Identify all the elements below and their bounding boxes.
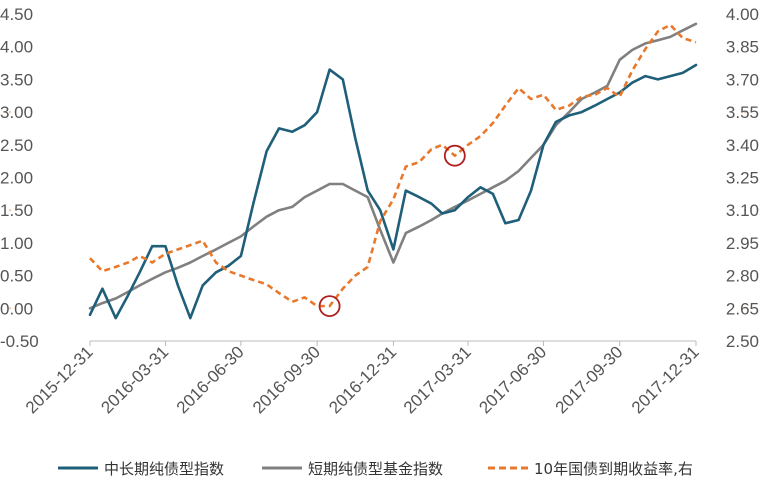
y-left-tick-label-1: 4.00 xyxy=(0,38,33,57)
x-tick-label-2: 2016-06-30 xyxy=(173,342,248,417)
y-axis-right: 4.00 3.85 3.70 3.55 3.40 3.25 3.10 2.95 2.80 2.65… xyxy=(726,5,759,351)
y-left-tick-label-9: 0.00 xyxy=(0,299,33,318)
y-left-tick-label-8: 0.50 xyxy=(0,267,33,286)
legend-label-long: 中长期纯债型指数 xyxy=(104,460,224,478)
y-right-tick-label-10: 2.50 xyxy=(726,332,759,351)
y-right-tick-label-8: 2.80 xyxy=(726,267,759,286)
x-tick-label-7: 2017-09-30 xyxy=(552,342,627,417)
y-left-tick-label-3: 3.00 xyxy=(0,103,33,122)
series-10y-treasury-yield xyxy=(89,23,697,308)
y-axis-left: 4.50 4.00 3.50 3.00 2.50 2.00 1.50 1.00 0.50 0.00… xyxy=(0,5,39,351)
y-right-tick-label-9: 2.65 xyxy=(726,299,759,318)
background-dot-1-0 xyxy=(8,209,12,212)
background-dot-2-0 xyxy=(8,110,12,114)
annotation-circle-1 xyxy=(443,144,466,167)
y-right-tick-label-3: 3.55 xyxy=(726,103,759,122)
x-axis-labels: 2015-12-31 2016-03-31 2016-06-30 2016-09-30… xyxy=(22,342,703,417)
y-left-tick-label-2: 3.50 xyxy=(0,70,33,89)
y-left-tick-label-6: 1.50 xyxy=(0,201,33,220)
x-tick-label-0: 2015-12-31 xyxy=(22,342,97,417)
y-left-tick-label-0: 4.50 xyxy=(0,5,33,24)
x-tick-label-5: 2017-03-31 xyxy=(400,342,475,417)
x-tick-label-4: 2016-12-31 xyxy=(325,342,400,417)
series-long-term-bond-index xyxy=(88,63,698,320)
y-right-tick-label-4: 3.40 xyxy=(726,136,759,155)
y-right-tick-label-5: 3.25 xyxy=(726,169,759,188)
background-dots xyxy=(8,110,747,310)
background-dot-1-1 xyxy=(743,209,747,212)
y-right-tick-label-7: 2.95 xyxy=(726,234,759,253)
y-left-tick-label-7: 1.00 xyxy=(0,234,33,253)
x-tick-label-6: 2017-06-30 xyxy=(475,342,550,417)
legend-label-yield: 10年国债到期收益率,右 xyxy=(534,460,693,478)
series-layer xyxy=(88,22,698,320)
y-right-tick-label-0: 4.00 xyxy=(726,5,759,24)
annotation-circle-0 xyxy=(318,295,341,318)
y-left-tick-label-5: 2.00 xyxy=(0,169,33,188)
legend: 中长期纯债型指数 短期纯债型基金指数 10年国债到期收益率,右 xyxy=(58,460,693,478)
annotation-layer xyxy=(318,144,466,318)
x-axis-ticks xyxy=(89,341,697,346)
y-right-tick-label-2: 3.70 xyxy=(726,70,759,89)
background-dot-2-1 xyxy=(743,110,747,114)
x-tick-label-1: 2016-03-31 xyxy=(97,342,172,417)
y-left-tick-label-10: -0.50 xyxy=(0,332,39,351)
series-short-term-bond-fund-index xyxy=(88,22,698,310)
x-tick-label-8: 2017-12-31 xyxy=(628,342,703,417)
background-dot-0-0 xyxy=(8,307,12,310)
y-right-tick-label-6: 3.10 xyxy=(726,201,759,220)
legend-label-short: 短期纯债型基金指数 xyxy=(308,460,443,478)
y-right-tick-label-1: 3.85 xyxy=(726,38,759,57)
x-tick-label-3: 2016-09-30 xyxy=(249,342,324,417)
background-dot-0-1 xyxy=(743,307,747,310)
y-left-tick-label-4: 2.50 xyxy=(0,136,33,155)
